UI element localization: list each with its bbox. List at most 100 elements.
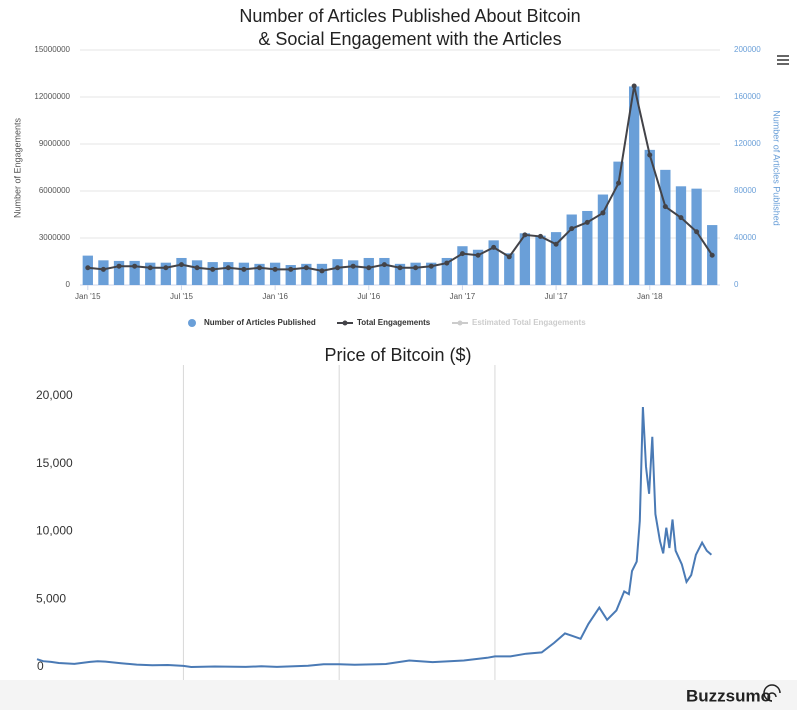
point bbox=[163, 265, 169, 271]
legend-label: Estimated Total Engagements bbox=[472, 318, 586, 327]
y-tick-label: 20,000 bbox=[36, 388, 73, 402]
bar bbox=[113, 260, 125, 285]
bar bbox=[566, 214, 577, 285]
point bbox=[100, 266, 106, 272]
x-tick-label: Jan '17 bbox=[450, 292, 476, 301]
bar bbox=[488, 240, 499, 285]
point bbox=[631, 83, 637, 89]
point bbox=[194, 265, 200, 271]
x-tick-label: Jul '15 bbox=[170, 292, 193, 301]
point bbox=[506, 254, 512, 260]
y-tick-label: 6000000 bbox=[39, 186, 71, 195]
point bbox=[647, 152, 653, 158]
point bbox=[569, 226, 575, 232]
y-tick-label: 0 bbox=[37, 659, 44, 673]
bar bbox=[348, 260, 359, 285]
point bbox=[694, 229, 700, 235]
point bbox=[553, 241, 559, 247]
bar bbox=[441, 257, 452, 285]
bar bbox=[519, 233, 531, 285]
y-tick-label: 15000000 bbox=[34, 45, 70, 54]
bar bbox=[176, 257, 187, 285]
chart-title: Number of Articles Published About Bitco… bbox=[239, 6, 580, 26]
bar bbox=[285, 265, 296, 285]
bar bbox=[472, 249, 484, 285]
bar bbox=[597, 194, 609, 285]
legend-symbol bbox=[342, 320, 348, 326]
point bbox=[678, 215, 684, 221]
y-axis-title: Number of Engagements bbox=[12, 117, 22, 218]
y-tick-label: 10,000 bbox=[36, 524, 73, 538]
bar bbox=[316, 263, 328, 285]
y-tick-label: 0 bbox=[66, 280, 71, 289]
point bbox=[709, 252, 715, 258]
bar bbox=[363, 257, 374, 285]
bar bbox=[691, 188, 702, 285]
bar bbox=[644, 149, 655, 285]
bar bbox=[301, 263, 312, 285]
bar bbox=[98, 260, 109, 285]
point bbox=[444, 260, 450, 266]
bar bbox=[504, 253, 515, 285]
point bbox=[662, 204, 668, 210]
point bbox=[366, 265, 372, 271]
bar bbox=[379, 257, 390, 285]
bar bbox=[191, 260, 203, 285]
point bbox=[85, 265, 91, 271]
footer-band bbox=[0, 680, 797, 710]
bar bbox=[207, 262, 218, 285]
y-tick-label: 12000000 bbox=[34, 92, 70, 101]
point bbox=[584, 219, 590, 225]
bar bbox=[254, 263, 265, 285]
point bbox=[350, 263, 356, 269]
bar bbox=[613, 161, 624, 285]
bar bbox=[426, 262, 437, 285]
bar bbox=[145, 262, 156, 285]
point bbox=[288, 266, 294, 272]
bar bbox=[675, 186, 687, 285]
point bbox=[272, 266, 278, 272]
point bbox=[319, 268, 325, 274]
point bbox=[303, 265, 309, 271]
point bbox=[241, 266, 247, 272]
menu-icon[interactable] bbox=[777, 55, 789, 65]
point bbox=[225, 265, 231, 271]
legend-label: Number of Articles Published bbox=[204, 318, 316, 327]
point bbox=[537, 233, 543, 239]
y-tick-label: 15,000 bbox=[36, 456, 73, 470]
y2-tick-label: 200000 bbox=[734, 45, 761, 54]
x-tick-label: Jul '17 bbox=[545, 292, 568, 301]
price-line bbox=[36, 406, 713, 669]
point bbox=[381, 262, 387, 268]
y-tick-label: 5,000 bbox=[36, 591, 66, 605]
y2-tick-label: 80000 bbox=[734, 186, 757, 195]
bar bbox=[457, 246, 468, 285]
point bbox=[397, 265, 403, 271]
point bbox=[491, 244, 497, 250]
x-tick-label: Jul '16 bbox=[357, 292, 380, 301]
legend-symbol bbox=[457, 320, 463, 326]
bar bbox=[269, 262, 281, 285]
point bbox=[428, 263, 434, 269]
point bbox=[210, 266, 216, 272]
brand-icon bbox=[763, 684, 781, 702]
bar bbox=[550, 232, 562, 285]
point bbox=[475, 252, 481, 258]
bar bbox=[82, 255, 93, 285]
bar bbox=[410, 262, 421, 285]
y-tick-label: 9000000 bbox=[39, 139, 71, 148]
point bbox=[413, 265, 419, 271]
point bbox=[178, 262, 184, 268]
point bbox=[616, 180, 622, 186]
brand: Buzzsumo bbox=[686, 686, 771, 705]
y2-axis-title: Number of Articles Published bbox=[772, 110, 782, 226]
point bbox=[132, 263, 138, 269]
point bbox=[522, 232, 528, 238]
point bbox=[116, 263, 122, 269]
y2-tick-label: 40000 bbox=[734, 233, 757, 242]
y2-tick-label: 0 bbox=[734, 280, 739, 289]
legend-label: Total Engagements bbox=[357, 318, 431, 327]
y-tick-label: 3000000 bbox=[39, 233, 71, 242]
